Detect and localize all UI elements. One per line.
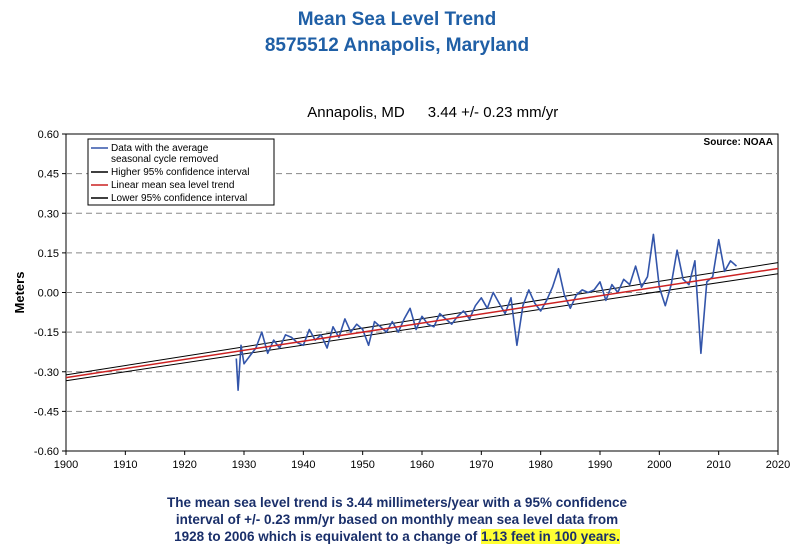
x-tick-label: 1940 xyxy=(291,459,315,471)
y-tick-label: -0.45 xyxy=(34,406,59,418)
y-tick-label: 0.30 xyxy=(38,208,59,220)
y-tick-label: 0.15 xyxy=(38,248,59,260)
x-tick-label: 1930 xyxy=(232,459,256,471)
series-lower-ci-line xyxy=(65,273,779,382)
x-tick-label: 2000 xyxy=(647,459,671,471)
caption-line-2: interval of +/- 0.23 mm/yr based on mont… xyxy=(175,512,619,527)
y-tick-label: 0.00 xyxy=(38,288,59,300)
station-title: 8575512 Annapolis, Maryland xyxy=(264,35,530,56)
legend-label: Higher 95% confidence interval xyxy=(111,167,249,178)
x-tick-label: 1910 xyxy=(113,459,137,471)
caption-line-1: The mean sea level trend is 3.44 millime… xyxy=(167,495,627,510)
x-tick-label: 1990 xyxy=(588,459,612,471)
y-tick-label: -0.60 xyxy=(34,446,59,458)
y-tick-label: -0.15 xyxy=(34,327,59,339)
caption-line-3-prefix: 1928 to 2006 which is equivalent to a ch… xyxy=(174,529,481,544)
legend-label: Data with the average seasonal cycle remo… xyxy=(111,143,218,165)
page-title: Mean Sea Level Trend xyxy=(297,9,497,30)
x-tick-label: 2010 xyxy=(706,459,730,471)
x-tick-label: 1970 xyxy=(469,459,493,471)
legend-box xyxy=(87,138,275,206)
x-tick-label: 1900 xyxy=(54,459,78,471)
x-tick-label: 1950 xyxy=(350,459,374,471)
series-data-line xyxy=(235,233,738,392)
chart-title: Annapolis, MD xyxy=(307,104,405,121)
x-tick-label: 2020 xyxy=(766,459,790,471)
caption: The mean sea level trend is 3.44 millime… xyxy=(0,494,794,545)
y-tick-label: -0.30 xyxy=(34,367,59,379)
x-tick-label: 1980 xyxy=(528,459,552,471)
series-trend-line xyxy=(65,267,779,379)
y-tick-label: 0.60 xyxy=(38,129,59,141)
source-label: Source: NOAA xyxy=(704,137,773,148)
caption-highlight: 1.13 feet in 100 years. xyxy=(481,529,620,544)
y-axis-label: Meters xyxy=(12,272,27,314)
chart-subtitle: 3.44 +/- 0.23 mm/yr xyxy=(428,104,558,121)
legend-label: Linear mean sea level trend xyxy=(111,180,234,191)
caption-line-3: 1928 to 2006 which is equivalent to a ch… xyxy=(0,528,794,545)
x-tick-label: 1960 xyxy=(410,459,434,471)
x-tick-label: 1920 xyxy=(172,459,196,471)
legend-label: Lower 95% confidence interval xyxy=(111,193,247,204)
y-tick-label: 0.45 xyxy=(38,169,59,181)
